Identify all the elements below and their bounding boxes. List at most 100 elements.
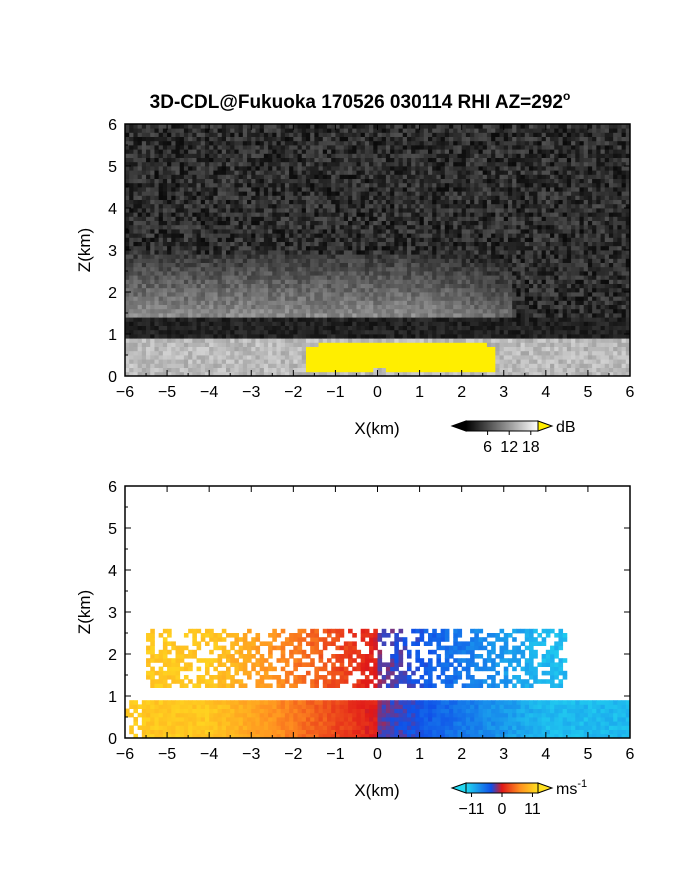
heatmap-cell (268, 258, 273, 263)
heatmap-cell (289, 346, 294, 352)
heatmap-cell (406, 149, 412, 154)
heatmap-cell (461, 241, 467, 247)
heatmap-cell (188, 208, 193, 213)
heatmap-cell (179, 237, 185, 242)
heatmap-cell (428, 182, 433, 188)
heatmap-cell (465, 145, 471, 150)
heatmap-cell (188, 254, 193, 259)
heatmap-cell (335, 220, 341, 226)
heatmap-cell (406, 182, 412, 188)
heatmap-cell (348, 140, 353, 146)
heatmap-cell (280, 371, 286, 377)
heatmap-cell (280, 279, 286, 284)
heatmap-cell (402, 271, 408, 276)
heatmap-cell (204, 153, 210, 158)
heatmap-cell (415, 275, 420, 280)
heatmap-cell (234, 363, 240, 368)
heatmap-cell (238, 145, 244, 150)
heatmap-cell (411, 174, 416, 179)
heatmap-cell (276, 296, 282, 301)
heatmap-cell (255, 208, 261, 213)
heatmap-cell (369, 266, 374, 272)
heatmap-cell (280, 212, 286, 217)
heatmap-cell (444, 203, 450, 209)
heatmap-cell (314, 338, 319, 343)
heatmap-cell (398, 140, 404, 146)
heatmap-cell (348, 250, 353, 255)
heatmap-cell (348, 296, 353, 301)
heatmap-cell (335, 329, 341, 335)
heatmap-cell (348, 342, 353, 347)
heatmap-cell (373, 178, 378, 184)
heatmap-cell (327, 140, 332, 146)
heatmap-cell (234, 359, 240, 364)
heatmap-cell (167, 124, 172, 129)
heatmap-cell (263, 329, 269, 335)
heatmap-cell (234, 367, 240, 373)
heatmap-cell (305, 334, 311, 339)
heatmap-cell (154, 136, 160, 142)
heatmap-cell (373, 140, 378, 146)
heatmap-cell (415, 187, 420, 192)
heatmap-cell (402, 275, 408, 280)
heatmap-cell (209, 325, 214, 331)
heatmap-cell (318, 363, 324, 368)
heatmap-cell (196, 208, 202, 213)
heatmap-cell (247, 157, 252, 163)
heatmap-cell (356, 271, 362, 276)
heatmap-cell (276, 359, 282, 364)
heatmap-cell (364, 350, 370, 356)
heatmap-cell (423, 359, 429, 364)
heatmap-cell (470, 195, 475, 200)
heatmap-cell (301, 283, 307, 289)
heatmap-cell (423, 266, 429, 272)
heatmap-cell (335, 321, 341, 326)
heatmap-cell (406, 325, 412, 331)
heatmap-cell (381, 132, 387, 137)
heatmap-cell (394, 212, 399, 217)
heatmap-cell (209, 292, 214, 297)
heatmap-cell (470, 313, 475, 318)
heatmap-cell (284, 182, 290, 188)
heatmap-cell (259, 124, 265, 129)
heatmap-cell (356, 317, 362, 322)
heatmap-cell (339, 317, 345, 322)
heatmap-cell (465, 363, 471, 368)
heatmap-cell (411, 317, 416, 322)
heatmap-cell (348, 161, 353, 167)
heatmap-cell (183, 275, 189, 280)
heatmap-cell (432, 136, 437, 142)
heatmap-cell (465, 182, 471, 188)
heatmap-cell (268, 296, 273, 301)
heatmap-cell (360, 149, 366, 154)
heatmap-cell (423, 124, 429, 129)
heatmap-cell (133, 304, 139, 310)
heatmap-cell (432, 178, 437, 184)
heatmap-cell (183, 241, 189, 247)
heatmap-cell (263, 195, 269, 200)
heatmap-cell (373, 174, 378, 179)
heatmap-cell (402, 334, 408, 339)
heatmap-cell (179, 145, 185, 150)
heatmap-cell (188, 292, 193, 297)
heatmap-cell (217, 241, 223, 247)
heatmap-cell (272, 292, 277, 297)
heatmap-cell (146, 279, 151, 284)
heatmap-cell (133, 161, 139, 167)
heatmap-cell (133, 350, 139, 356)
heatmap-cell (314, 359, 319, 364)
heatmap-cell (280, 233, 286, 238)
heatmap-cell (204, 182, 210, 188)
heatmap-cell (284, 128, 290, 133)
heatmap-cell (213, 245, 218, 251)
heatmap-cell (251, 145, 256, 150)
heatmap-cell (251, 254, 256, 259)
heatmap-cell (154, 195, 160, 200)
heatmap-cell (406, 241, 412, 247)
heatmap-cell (129, 195, 134, 200)
heatmap-cell (242, 266, 248, 272)
heatmap-cell (348, 199, 353, 205)
heatmap-cell (196, 216, 202, 221)
heatmap-cell (188, 220, 193, 226)
heatmap-cell (196, 287, 202, 293)
